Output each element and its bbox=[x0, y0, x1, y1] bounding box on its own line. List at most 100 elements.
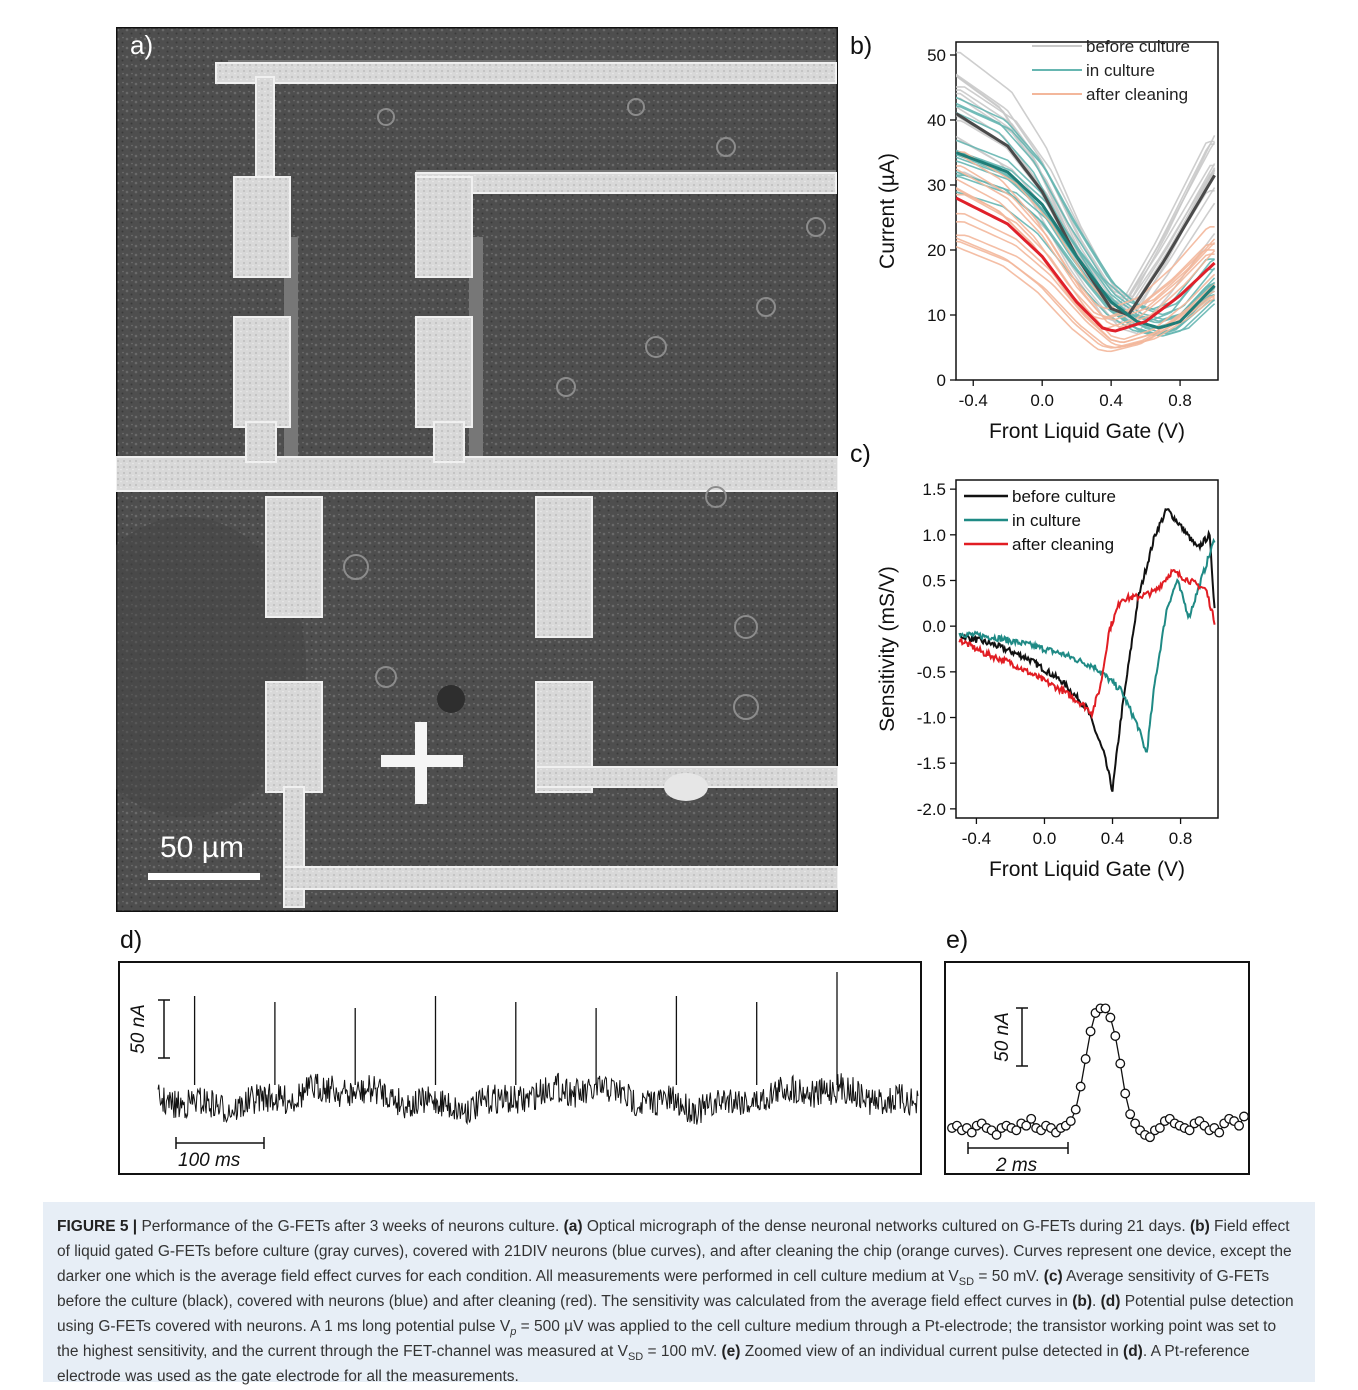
device-curve-1 bbox=[956, 51, 1216, 298]
y-tick-label: -1.5 bbox=[917, 754, 946, 773]
average-curve-2 bbox=[956, 151, 1216, 330]
y-tick-label: 0.5 bbox=[922, 571, 946, 590]
panel-a-label: a) bbox=[130, 30, 154, 60]
device-curve-3 bbox=[956, 168, 1216, 321]
data-point bbox=[1120, 1088, 1131, 1099]
x-tick-label: 0.4 bbox=[1101, 829, 1125, 848]
y-axis-label: Current (µA) bbox=[876, 153, 899, 269]
device-curve-2 bbox=[956, 175, 1216, 337]
caption-sub-sd: SD bbox=[958, 1276, 975, 1289]
legend-label: after cleaning bbox=[1012, 535, 1114, 554]
data-point bbox=[1080, 1054, 1091, 1064]
figure-caption: FIGURE 5 | Performance of the G-FETs aft… bbox=[43, 1202, 1315, 1385]
curves-group bbox=[956, 51, 1216, 353]
data-point bbox=[1154, 1123, 1165, 1133]
data-point bbox=[1065, 1116, 1076, 1127]
caption-text-c-end: . bbox=[1092, 1293, 1101, 1310]
data-point bbox=[1234, 1120, 1245, 1131]
x-tick-label: 0.0 bbox=[1030, 391, 1054, 410]
device-curve-3 bbox=[956, 165, 1216, 328]
caption-ref-b: (b) bbox=[1189, 1218, 1210, 1235]
y-tick-label: 20 bbox=[927, 241, 946, 260]
y-tick-label: -0.5 bbox=[917, 663, 946, 682]
device-curve-2 bbox=[956, 105, 1216, 316]
caption-text-c: Average sensitivity of G-FETs before the… bbox=[57, 1268, 1270, 1310]
device-curve-1 bbox=[956, 89, 1216, 303]
data-point bbox=[1085, 1026, 1096, 1037]
device-curve-3 bbox=[956, 193, 1216, 341]
plot-frame bbox=[944, 961, 1250, 1175]
device-curve-3 bbox=[956, 178, 1215, 318]
y-tick-label: 30 bbox=[927, 176, 946, 195]
caption-text-e-end: . A Pt-reference electrode was used as t… bbox=[57, 1343, 1250, 1385]
data-point bbox=[1214, 1127, 1225, 1138]
y-tick-label: 0.0 bbox=[922, 617, 946, 636]
chart-b: -0.4 0.0 0.4 0.8 0 10 20 30 40 50 Front Liquid Gat… bbox=[860, 20, 1240, 460]
caption-text-e: Zoomed view of an individual current pul… bbox=[740, 1343, 1124, 1360]
caption-ref-c-b: (b) bbox=[1072, 1293, 1092, 1310]
caption-label: FIGURE 5 | bbox=[57, 1218, 138, 1235]
data-point bbox=[1075, 1081, 1086, 1092]
caption-sub-p: p bbox=[510, 1326, 517, 1339]
data-point bbox=[1100, 1003, 1111, 1014]
caption-ref-c: (c) bbox=[1043, 1268, 1063, 1285]
panel-e-label: e) bbox=[946, 926, 969, 954]
plot-frame bbox=[118, 961, 922, 1175]
y-tick-label: 40 bbox=[927, 111, 946, 130]
caption-text-d3: = 100 mV. bbox=[643, 1343, 722, 1360]
data-point bbox=[1145, 1132, 1155, 1143]
y-tick-label: 50 bbox=[927, 46, 946, 65]
scale-bar-y-label: 50 nA bbox=[992, 1012, 1013, 1062]
y-tick-label: 0 bbox=[937, 371, 946, 390]
data-point bbox=[1011, 1125, 1022, 1136]
chart-e: 50 nA 2 ms bbox=[944, 960, 1250, 1176]
average-curve-3 bbox=[956, 196, 1216, 333]
device-curve-1 bbox=[956, 92, 1216, 320]
device-curve-3 bbox=[956, 221, 1216, 344]
chart-c: -0.4 0.0 0.4 0.8 -2.0 -1.5 -1.0 -0.5 0.0 0.5 1.0 1.… bbox=[860, 462, 1240, 902]
x-tick-label: 0.4 bbox=[1099, 391, 1123, 410]
x-axis-label: Front Liquid Gate (V) bbox=[989, 858, 1185, 881]
y-tick-label: 1.0 bbox=[922, 526, 946, 545]
plot-frame bbox=[955, 41, 1219, 381]
panel-d-label: d) bbox=[120, 926, 143, 954]
data-point bbox=[1125, 1109, 1136, 1120]
caption-sub-sd2: SD bbox=[627, 1351, 644, 1364]
scale-bar-label: 50 µm bbox=[160, 831, 244, 864]
data-point bbox=[991, 1129, 1002, 1140]
data-point bbox=[1105, 1012, 1116, 1023]
scale-bar bbox=[148, 873, 260, 880]
panel-c-label: c) bbox=[850, 440, 871, 468]
caption-text-b: Field effect of liquid gated G-FETs befo… bbox=[57, 1218, 1292, 1285]
device-curve-3 bbox=[956, 212, 1216, 344]
legend-label: before culture bbox=[1012, 487, 1116, 506]
y-tick-label: 10 bbox=[927, 306, 946, 325]
caption-ref-d: (d) bbox=[1100, 1293, 1121, 1310]
legend-label: after cleaning bbox=[1086, 85, 1188, 104]
data-point bbox=[1239, 1111, 1249, 1122]
data-point bbox=[966, 1127, 977, 1138]
x-tick-label: -0.4 bbox=[962, 829, 991, 848]
micrograph-image: 50 µm bbox=[66, 25, 840, 914]
device-curve-2 bbox=[956, 139, 1216, 322]
caption-intro: Performance of the G-FETs after 3 weeks … bbox=[137, 1218, 564, 1235]
device-curve-3 bbox=[956, 151, 1216, 312]
y-tick-label: -1.0 bbox=[917, 709, 946, 728]
device-curve-2 bbox=[956, 96, 1216, 312]
sensitivity-curve-3 bbox=[958, 568, 1216, 720]
data-point bbox=[1115, 1058, 1126, 1069]
x-tick-label: -0.4 bbox=[959, 391, 988, 410]
caption-text-b2: = 50 mV. bbox=[974, 1268, 1044, 1285]
caption-text-d: Potential pulse detection using G-FETs c… bbox=[57, 1293, 1294, 1335]
caption-ref-a: (a) bbox=[563, 1218, 583, 1235]
x-tick-label: 0.8 bbox=[1168, 391, 1192, 410]
data-point bbox=[1021, 1120, 1032, 1131]
current-trace bbox=[157, 1072, 919, 1126]
data-point bbox=[1130, 1118, 1141, 1129]
caption-text-d2: = 500 µV was applied to the cell culture… bbox=[57, 1318, 1277, 1360]
sensitivity-curve-1 bbox=[958, 507, 1216, 792]
x-tick-label: 0.0 bbox=[1033, 829, 1057, 848]
scale-bar-x-label: 2 ms bbox=[995, 1155, 1038, 1176]
y-tick-label: -2.0 bbox=[917, 800, 946, 819]
y-axis-label: Sensitivity (mS/V) bbox=[876, 566, 899, 732]
